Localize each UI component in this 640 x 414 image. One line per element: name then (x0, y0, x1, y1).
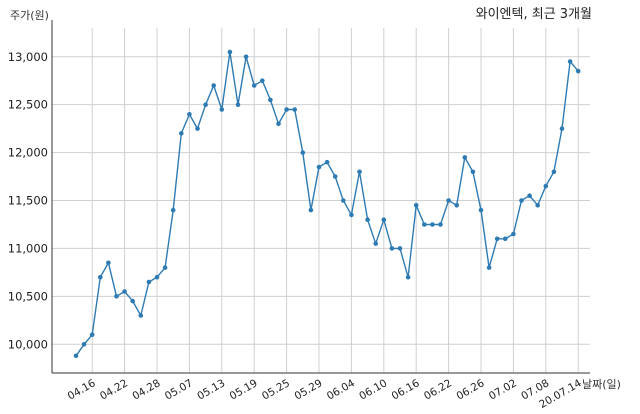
price-point (195, 126, 200, 131)
price-point (389, 246, 395, 251)
price-point (478, 207, 484, 213)
price-point (430, 222, 435, 227)
price-point (98, 274, 103, 280)
price-point (519, 198, 524, 203)
axes (51, 20, 590, 374)
price-point (349, 212, 354, 218)
price-point (260, 78, 265, 83)
price-point (438, 222, 443, 227)
price-point (187, 112, 192, 117)
y-axis-label: 주가(원) (10, 9, 49, 22)
price-point (494, 236, 500, 242)
x-tick-label: 06.26 (454, 377, 486, 403)
price-points (73, 49, 581, 359)
x-tick-labels: 04.16 04.22 04.28 05.07 05.13 05.19 05.25 05.29… (66, 377, 584, 411)
x-tick-label: 04.22 (98, 377, 130, 402)
price-point (357, 169, 362, 175)
x-tick-label: 06.22 (422, 377, 454, 402)
price-point (503, 236, 508, 242)
price-point (462, 155, 468, 160)
price-point (300, 150, 306, 155)
price-point (89, 332, 95, 338)
price-point (130, 298, 135, 304)
price-point (365, 217, 370, 222)
price-point (211, 83, 216, 88)
price-point (405, 274, 411, 280)
price-point (454, 203, 460, 208)
y-tick-label: 11,000 (8, 241, 48, 255)
x-tick-label: 05.29 (292, 377, 324, 402)
price-point (114, 294, 119, 299)
y-tick-label: 13,000 (8, 50, 48, 64)
price-point (227, 49, 233, 55)
price-point (559, 126, 565, 131)
x-tick-label: 06.10 (357, 377, 389, 402)
price-point (284, 107, 289, 112)
price-point (381, 217, 387, 222)
price-point (219, 107, 225, 112)
y-tick-label: 10,500 (8, 289, 48, 303)
price-point (73, 353, 79, 359)
price-point (324, 159, 330, 165)
x-tick-label: 06.16 (390, 377, 422, 403)
price-point (575, 68, 581, 74)
price-point (470, 169, 476, 175)
price-point (203, 102, 208, 107)
price-point (179, 131, 184, 136)
price-point (170, 207, 176, 213)
y-tick-labels: 10,000 10,500 11,000 11,500 12,000 12,500 13,0… (8, 50, 48, 352)
price-point (543, 183, 549, 189)
grid-lines (52, 28, 590, 373)
x-tick-label: 04.16 (66, 377, 98, 403)
x-tick-label: 05.07 (163, 377, 195, 402)
price-point (146, 279, 152, 285)
x-tick-label: 05.19 (228, 377, 260, 402)
price-point (397, 246, 403, 251)
y-tick-label: 10,000 (8, 337, 48, 351)
price-line (75, 51, 579, 357)
price-point (527, 193, 532, 198)
price-point (341, 198, 346, 203)
x-tick-label: 05.13 (195, 377, 227, 402)
price-point (308, 207, 314, 213)
y-tick-label: 12,500 (8, 98, 48, 112)
price-point (373, 241, 379, 246)
x-tick-label: 05.25 (260, 377, 292, 402)
y-tick-label: 12,000 (8, 146, 48, 160)
price-point (511, 231, 516, 237)
x-axis-label: 날짜(일) (582, 377, 621, 391)
x-tick-label: 07.02 (487, 377, 519, 402)
price-point (422, 222, 427, 227)
price-point (162, 265, 168, 270)
price-point (413, 203, 419, 208)
price-point (81, 342, 87, 347)
y-tick-label: 11,500 (8, 194, 48, 208)
price-point (276, 121, 281, 127)
price-point (292, 107, 298, 112)
price-point (122, 289, 127, 294)
price-point (243, 54, 249, 60)
price-point (138, 313, 144, 318)
x-tick-label: 04.28 (130, 377, 162, 402)
price-point (316, 164, 322, 170)
price-point (235, 102, 241, 107)
price-point (332, 174, 338, 179)
price-point (154, 274, 160, 280)
price-point (551, 169, 557, 175)
price-point (106, 260, 111, 266)
price-point (567, 59, 573, 64)
price-point (251, 83, 257, 88)
price-point (268, 97, 273, 103)
chart-title: 와이엔텍, 최근 3개월 (476, 7, 592, 22)
price-point (535, 203, 540, 208)
price-point (486, 265, 492, 270)
x-tick-label: 06.04 (325, 377, 357, 403)
price-point (446, 198, 451, 203)
